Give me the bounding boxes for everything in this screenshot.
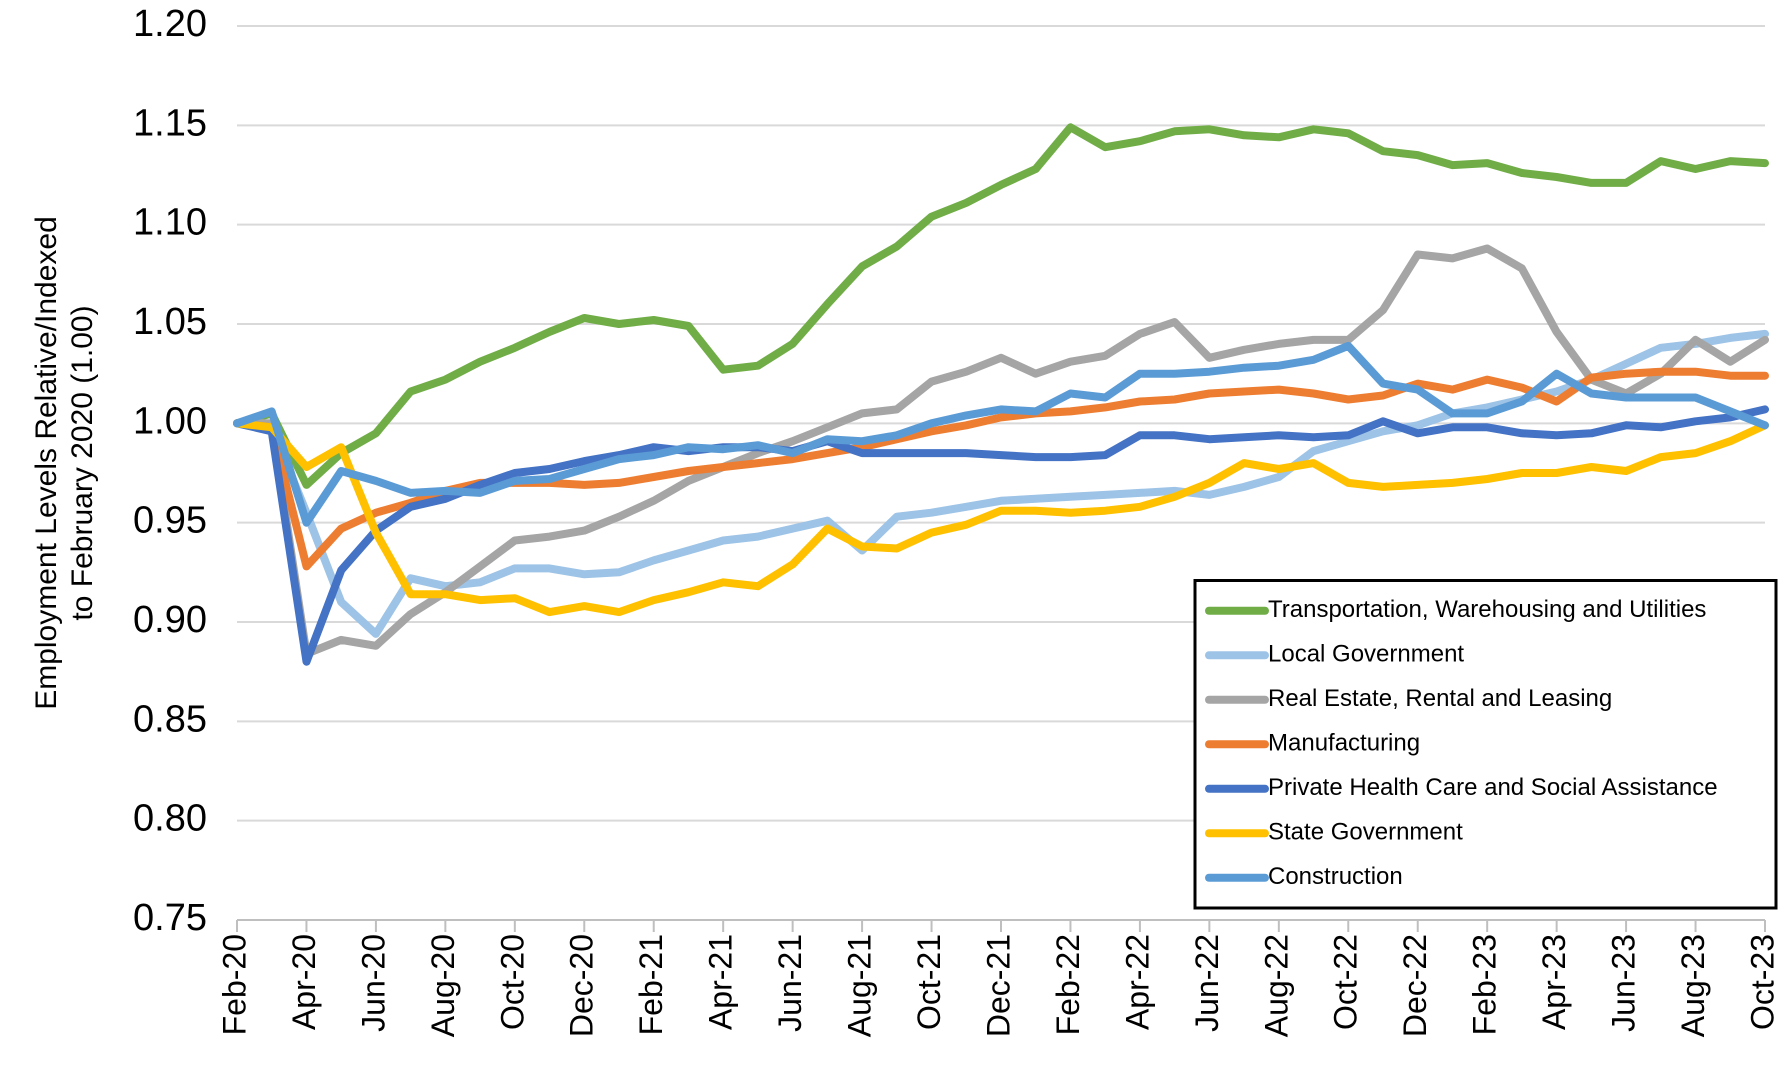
x-tick-label: Dec-22 (1397, 934, 1433, 1037)
x-tick-label: Apr-23 (1536, 934, 1572, 1030)
y-tick-label: 1.10 (133, 202, 207, 244)
series-line (233, 123, 1769, 489)
series-line (233, 341, 1769, 527)
x-tick-label: Feb-23 (1467, 934, 1503, 1035)
x-tick-label: Oct-20 (494, 934, 530, 1030)
x-tick-label: Jun-21 (772, 934, 808, 1032)
y-axis-title: Employment Levels Relative/Indexed to Fe… (30, 216, 99, 710)
legend-label: Local Government (1268, 641, 1464, 668)
x-tick-label: Jun-23 (1606, 934, 1642, 1032)
y-tick-label: 0.90 (133, 599, 207, 641)
x-tick-label: Apr-21 (703, 934, 739, 1030)
series-line (233, 244, 1769, 658)
y-tick-label: 0.80 (133, 798, 207, 840)
y-tick-label: 1.05 (133, 301, 207, 343)
x-tick-label: Apr-20 (286, 934, 322, 1030)
legend-label: Manufacturing (1268, 730, 1420, 757)
y-axis-title-line: to February 2020 (1.00) (66, 305, 99, 620)
x-tick-label: Feb-20 (216, 934, 252, 1035)
y-tick-label: 0.85 (133, 698, 207, 740)
x-tick-label: Jun-20 (355, 934, 391, 1032)
legend-box (1193, 579, 1778, 910)
legend-label: Transportation, Warehousing and Utilitie… (1268, 596, 1706, 623)
legend: Transportation, Warehousing and Utilitie… (1193, 579, 1778, 910)
x-tick-label: Jun-22 (1189, 934, 1225, 1032)
x-tick-label: Aug-23 (1675, 934, 1711, 1037)
x-tick-label: Apr-22 (1119, 934, 1155, 1030)
y-tick-label: 0.75 (133, 897, 207, 939)
x-tick-label: Aug-21 (842, 934, 878, 1037)
y-axis-title-line: Employment Levels Relative/Indexed (30, 216, 63, 710)
x-tick-label: Dec-21 (980, 934, 1016, 1037)
legend-label: State Government (1268, 819, 1463, 846)
series-line (233, 405, 1769, 666)
legend-label: Real Estate, Rental and Leasing (1268, 685, 1612, 712)
x-tick-label: Feb-21 (633, 934, 669, 1035)
legend-label: Private Health Care and Social Assistanc… (1268, 774, 1718, 801)
y-tick-label: 0.95 (133, 500, 207, 542)
x-tick-label: Aug-22 (1258, 934, 1294, 1037)
y-tick-label: 1.20 (133, 3, 207, 45)
x-tick-label: Aug-20 (425, 934, 461, 1037)
x-tick-label: Dec-20 (564, 934, 600, 1037)
y-tick-label: 1.00 (133, 400, 207, 442)
legend-label: Construction (1268, 863, 1403, 890)
x-tick-label: Feb-22 (1050, 934, 1086, 1035)
x-tick-label: Oct-22 (1328, 934, 1364, 1030)
series-line (233, 419, 1769, 617)
x-tick-label: Oct-21 (911, 934, 947, 1030)
y-tick-label: 1.15 (133, 102, 207, 144)
x-tick-label: Oct-23 (1744, 934, 1780, 1030)
